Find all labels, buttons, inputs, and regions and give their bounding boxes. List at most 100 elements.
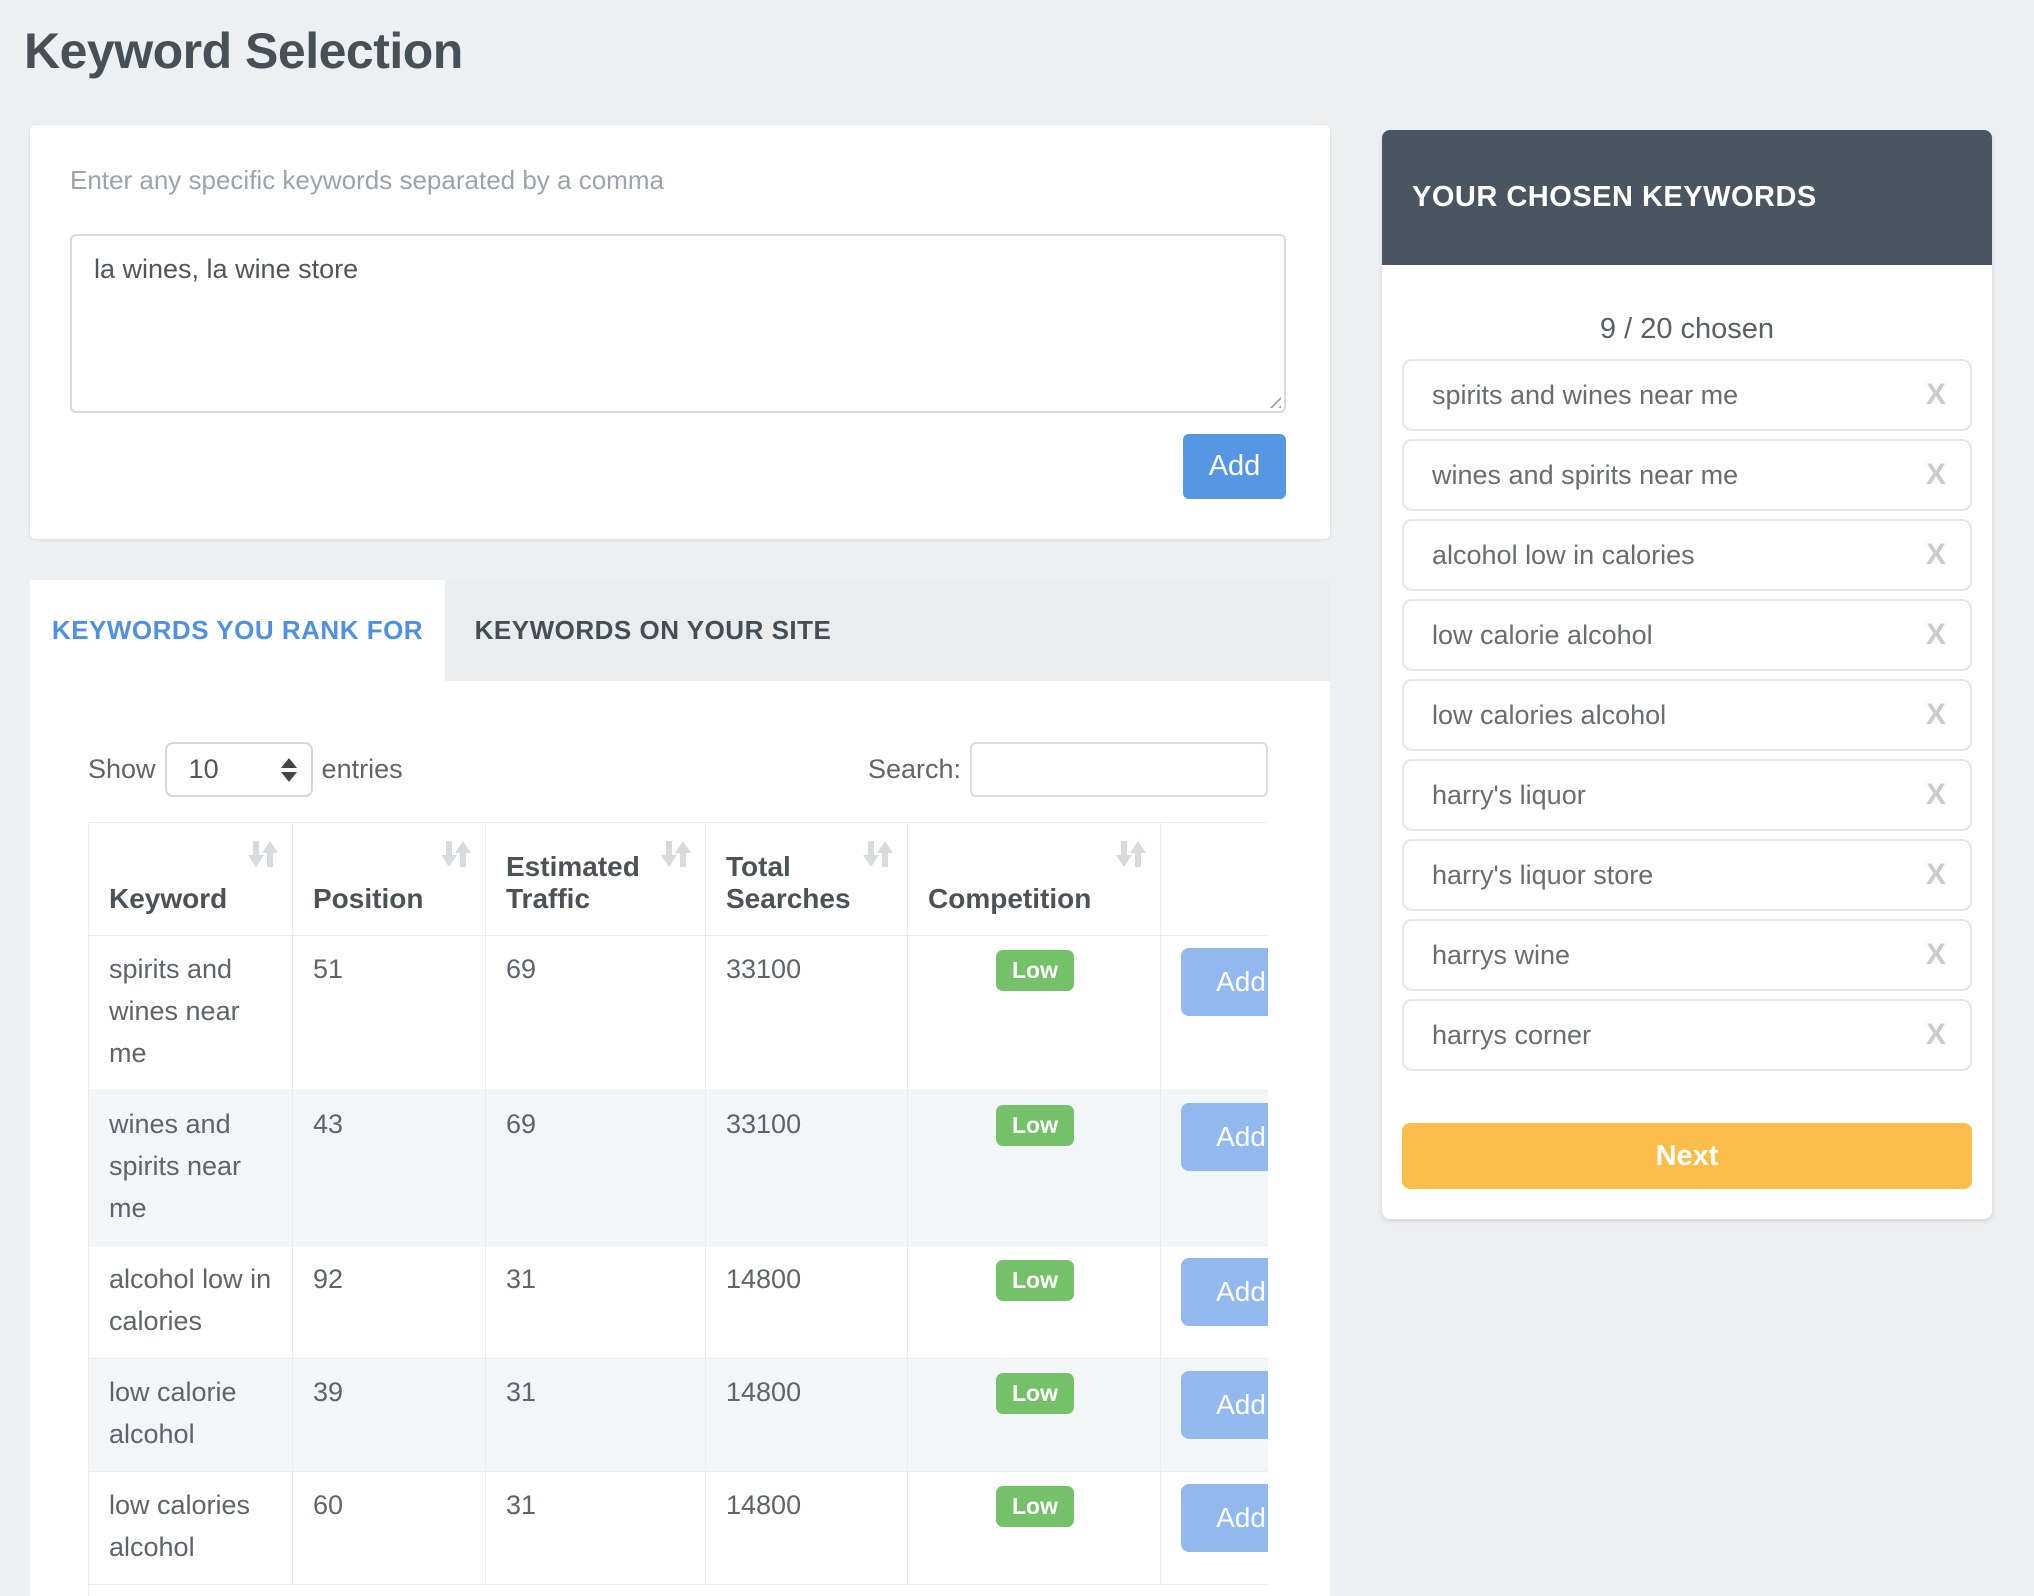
chosen-keyword-label: alcohol low in calories [1432,539,1695,570]
position-cell: 60 [292,1471,486,1585]
column-header-label: Total Searches [726,851,851,914]
chosen-keyword-label: low calorie alcohol [1432,619,1653,650]
competition-cell: Low [907,1090,1161,1246]
column-header-label: Position [313,883,424,914]
chosen-keyword-label: harrys corner [1432,1019,1592,1050]
tab-keywords-you-rank-for[interactable]: KEYWORDS YOU RANK FOR [30,580,445,681]
chosen-keyword-label: low calories alcohol [1432,699,1667,730]
keyword-cell: low calorie alcohol [88,1358,293,1472]
traffic-cell: 31 [485,1245,706,1359]
chosen-keyword-item: wines and spirits near me X [1402,439,1972,511]
chosen-keyword-item: low calories alcohol X [1402,679,1972,751]
keyword-textarea[interactable]: la wines, la wine store [70,234,1286,413]
column-header[interactable]: Keyword [88,822,293,936]
remove-keyword-button[interactable]: X [1925,938,1946,971]
chosen-keyword-item: harrys corner X [1402,999,1972,1071]
action-cell: Add [1160,1471,1268,1585]
column-header-label: Competition [928,883,1092,914]
sort-icon [441,841,471,867]
keyword-entry-card: Enter any specific keywords separated by… [30,125,1330,539]
keyword-cell: alcohol low in calories [88,1245,293,1359]
page-title: Keyword Selection [24,23,463,79]
table-row: spirits and wines near me 51 69 33100 Lo… [88,935,1268,1091]
sort-icon [661,841,691,867]
column-header-label: Estimated Traffic [506,851,640,914]
chosen-keywords-title: YOUR CHOSEN KEYWORDS [1412,181,1817,213]
remove-keyword-button[interactable]: X [1925,778,1946,811]
traffic-cell: 31 [485,1471,706,1585]
add-keyword-row-button[interactable]: Add [1181,1103,1268,1171]
keyword-cell: spirits and wines near me [88,935,293,1091]
keywords-table: Keyword Position [88,822,1268,1596]
competition-cell: Low [907,1245,1161,1359]
add-keywords-button[interactable]: Add [1183,434,1286,499]
chosen-keywords-body: 9 / 20 chosen spirits and wines near me … [1382,265,1992,1189]
show-entries-value: 10 [188,754,219,784]
select-stepper-icon [280,757,297,782]
main-column: Enter any specific keywords separated by… [30,125,1330,1596]
searches-cell: 14800 [705,1358,908,1472]
chosen-keywords-panel: YOUR CHOSEN KEYWORDS 9 / 20 chosen spiri… [1382,130,1992,1219]
keyword-entry-label: Enter any specific keywords separated by… [70,165,664,195]
column-header[interactable]: Total Searches [705,822,908,936]
chosen-keyword-item: harry's liquor store X [1402,839,1972,911]
next-button[interactable]: Next [1402,1123,1972,1189]
column-header-actions [1160,822,1268,936]
show-entries-group: Show 10 entries [88,742,403,797]
table-row: low calories alcohol 60 31 14800 Low Add [88,1471,1268,1585]
table-row: alcohol low in calories 92 31 14800 Low … [88,1245,1268,1359]
chosen-keyword-label: harrys wine [1432,939,1571,970]
position-cell: 92 [292,1245,486,1359]
add-keyword-row-button[interactable]: Add [1181,1484,1268,1552]
add-keyword-row-button[interactable]: Add [1181,1258,1268,1326]
empty-cell [88,1584,1268,1596]
position-cell: 43 [292,1090,486,1246]
action-cell: Add [1160,935,1268,1091]
column-header-label: Keyword [109,883,228,914]
entries-label: entries [321,754,403,784]
show-entries-select[interactable]: 10 [164,742,313,797]
column-header[interactable]: Estimated Traffic [485,822,706,936]
table-body: spirits and wines near me 51 69 33100 Lo… [88,935,1268,1596]
show-label: Show [88,754,156,784]
rank-keywords-panel: Show 10 entries Search: [30,681,1330,1596]
chosen-keyword-item: alcohol low in calories X [1402,519,1972,591]
competition-badge: Low [996,1260,1074,1301]
table-controls: Show 10 entries Search: [88,742,1268,797]
remove-keyword-button[interactable]: X [1925,538,1946,571]
keyword-cell: wines and spirits near me [88,1090,293,1246]
searches-cell: 33100 [705,935,908,1091]
action-cell: Add [1160,1245,1268,1359]
add-keyword-row-button[interactable]: Add [1181,1371,1268,1439]
table-header-row: Keyword Position [88,822,1268,936]
competition-badge: Low [996,1486,1074,1527]
remove-keyword-button[interactable]: X [1925,618,1946,651]
add-keyword-row-button[interactable]: Add [1181,948,1268,1016]
remove-keyword-button[interactable]: X [1925,458,1946,491]
traffic-cell: 69 [485,935,706,1091]
searches-cell: 33100 [705,1090,908,1246]
competition-cell: Low [907,935,1161,1091]
searches-cell: 14800 [705,1245,908,1359]
remove-keyword-button[interactable]: X [1925,858,1946,891]
remove-keyword-button[interactable]: X [1925,698,1946,731]
column-header[interactable]: Competition [907,822,1161,936]
action-cell: Add [1160,1358,1268,1472]
chosen-keyword-label: harry's liquor store [1432,859,1654,890]
keyword-cell: low calories alcohol [88,1471,293,1585]
chosen-keywords-list: spirits and wines near me X wines and sp… [1402,359,1972,1071]
traffic-cell: 69 [485,1090,706,1246]
remove-keyword-button[interactable]: X [1925,1018,1946,1051]
table-row: wines and spirits near me 43 69 33100 Lo… [88,1090,1268,1246]
tab-keywords-on-your-site[interactable]: KEYWORDS ON YOUR SITE [474,615,832,645]
search-input[interactable] [970,742,1268,797]
table-row-partial [88,1584,1268,1596]
sort-icon [1116,841,1146,867]
chosen-keyword-item: spirits and wines near me X [1402,359,1972,431]
remove-keyword-button[interactable]: X [1925,378,1946,411]
competition-cell: Low [907,1358,1161,1472]
entry-actions: Add [70,434,1286,499]
competition-badge: Low [996,950,1074,991]
column-header[interactable]: Position [292,822,486,936]
chosen-keyword-item: harrys wine X [1402,919,1972,991]
